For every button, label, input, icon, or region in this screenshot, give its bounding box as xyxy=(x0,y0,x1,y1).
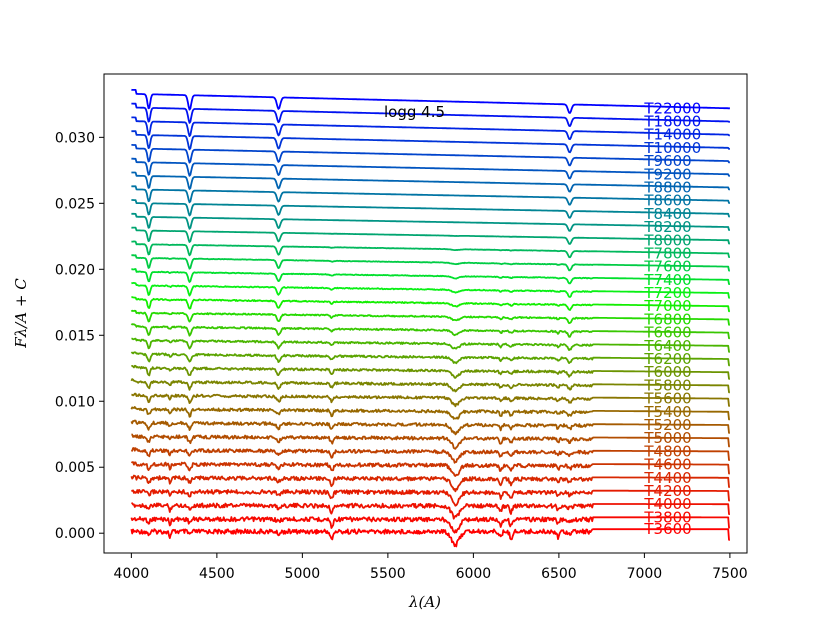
series-line-T7400 xyxy=(131,268,730,285)
series-label-T6600: T6600 xyxy=(643,324,691,342)
series-label-T6200: T6200 xyxy=(643,350,691,368)
plot-frame xyxy=(103,73,748,554)
series-line-T8800 xyxy=(131,171,730,193)
series-line-T7200 xyxy=(131,282,730,299)
series-line-T7800 xyxy=(131,240,730,259)
series-line-T9200 xyxy=(131,157,730,180)
series-line-T6400 xyxy=(131,337,730,353)
series-line-T8000 xyxy=(131,226,730,245)
series-label-T7800: T7800 xyxy=(643,244,691,262)
series-label-T7400: T7400 xyxy=(643,271,691,289)
x-tick-label: 6500 xyxy=(541,566,577,582)
y-axis-label: Fλ/A + C xyxy=(12,278,30,349)
series-label-T6000: T6000 xyxy=(643,363,691,381)
series-line-T3600 xyxy=(130,528,730,548)
series-label-T5800: T5800 xyxy=(643,376,691,394)
x-tick-label: 4500 xyxy=(199,566,235,582)
series-line-T5800 xyxy=(130,378,730,394)
series-label-T4600: T4600 xyxy=(643,456,691,474)
x-tick-label: 6000 xyxy=(456,566,492,582)
series-label-T8400: T8400 xyxy=(643,205,691,223)
series-label-T4400: T4400 xyxy=(643,469,691,487)
x-tick-label: 7500 xyxy=(712,566,748,582)
series-line-T4600 xyxy=(130,461,730,477)
series-line-T4000 xyxy=(131,502,730,520)
series-label-T5400: T5400 xyxy=(643,403,691,421)
series-label-T8600: T8600 xyxy=(643,192,691,210)
x-axis-label: λ(A) xyxy=(408,593,441,611)
series-label-T9200: T9200 xyxy=(643,165,691,183)
series-line-T3800 xyxy=(130,516,730,534)
y-axis-ticks: 0.000 0.005 0.010 0.015 0.020 0.025 0.030 xyxy=(55,130,104,542)
series-label-T3800: T3800 xyxy=(643,508,691,526)
y-tick-label: 0.020 xyxy=(55,262,95,278)
series-label-T5200: T5200 xyxy=(643,416,691,434)
series-line-T10000 xyxy=(131,130,730,154)
series-label-T18000: T18000 xyxy=(643,113,701,131)
y-tick-label: 0.010 xyxy=(55,394,95,410)
x-axis-ticks: 4000 4500 5000 5500 6000 6500 7000 7500 xyxy=(114,553,748,582)
series-line-T4400 xyxy=(130,474,730,493)
series-line-T6800 xyxy=(130,309,730,326)
series-line-T8200 xyxy=(131,212,730,232)
x-tick-label: 5000 xyxy=(285,566,321,582)
y-tick-label: 0.015 xyxy=(55,328,95,344)
series-label-T6400: T6400 xyxy=(643,337,691,355)
x-tick-label: 7000 xyxy=(627,566,663,582)
series-label-T6800: T6800 xyxy=(643,310,691,328)
series-line-T8600 xyxy=(131,185,730,206)
y-tick-label: 0.030 xyxy=(55,130,95,146)
series-line-T22000 xyxy=(131,88,730,114)
series-label-T8000: T8000 xyxy=(643,231,691,249)
series-label-T7600: T7600 xyxy=(643,258,691,276)
series-line-T6600 xyxy=(130,323,730,340)
series-label-T4800: T4800 xyxy=(643,442,691,460)
series-label-T4000: T4000 xyxy=(643,495,691,513)
series-line-T5000 xyxy=(131,433,730,450)
series-line-T7000 xyxy=(131,296,730,313)
series-line-T7600 xyxy=(131,254,730,272)
series-line-T4200 xyxy=(130,489,730,507)
series-label-T5000: T5000 xyxy=(643,429,691,447)
y-tick-label: 0.000 xyxy=(55,526,95,542)
series-label-layer: T3600T3800T4000T4200T4400T4600T4800T5000… xyxy=(643,99,701,538)
series-layer xyxy=(130,88,730,548)
x-tick-label: 4000 xyxy=(114,566,150,582)
series-line-T4800 xyxy=(130,447,730,464)
series-line-T6200 xyxy=(130,351,730,367)
series-line-T18000 xyxy=(131,102,730,127)
series-line-T5600 xyxy=(131,392,730,408)
series-line-T5400 xyxy=(130,406,730,421)
series-label-T7200: T7200 xyxy=(643,284,691,302)
y-tick-label: 0.025 xyxy=(55,196,95,212)
series-line-T9600 xyxy=(131,144,730,167)
series-label-T22000: T22000 xyxy=(643,99,701,117)
series-line-T8400 xyxy=(131,199,730,219)
series-label-T9600: T9600 xyxy=(643,152,691,170)
series-label-T14000: T14000 xyxy=(643,126,701,144)
series-label-T5600: T5600 xyxy=(643,390,691,408)
annotation-logg: logg 4.5 xyxy=(384,103,445,121)
y-tick-label: 0.005 xyxy=(55,460,95,476)
series-label-T7000: T7000 xyxy=(643,297,691,315)
series-label-T3600: T3600 xyxy=(643,520,691,538)
series-line-T5200 xyxy=(130,419,730,436)
series-label-T10000: T10000 xyxy=(643,139,701,157)
series-label-T8200: T8200 xyxy=(643,218,691,236)
series-line-T14000 xyxy=(131,116,730,141)
series-label-T8800: T8800 xyxy=(643,178,691,196)
series-line-T6000 xyxy=(130,364,730,380)
series-label-T4200: T4200 xyxy=(643,482,691,500)
x-tick-label: 5500 xyxy=(370,566,406,582)
